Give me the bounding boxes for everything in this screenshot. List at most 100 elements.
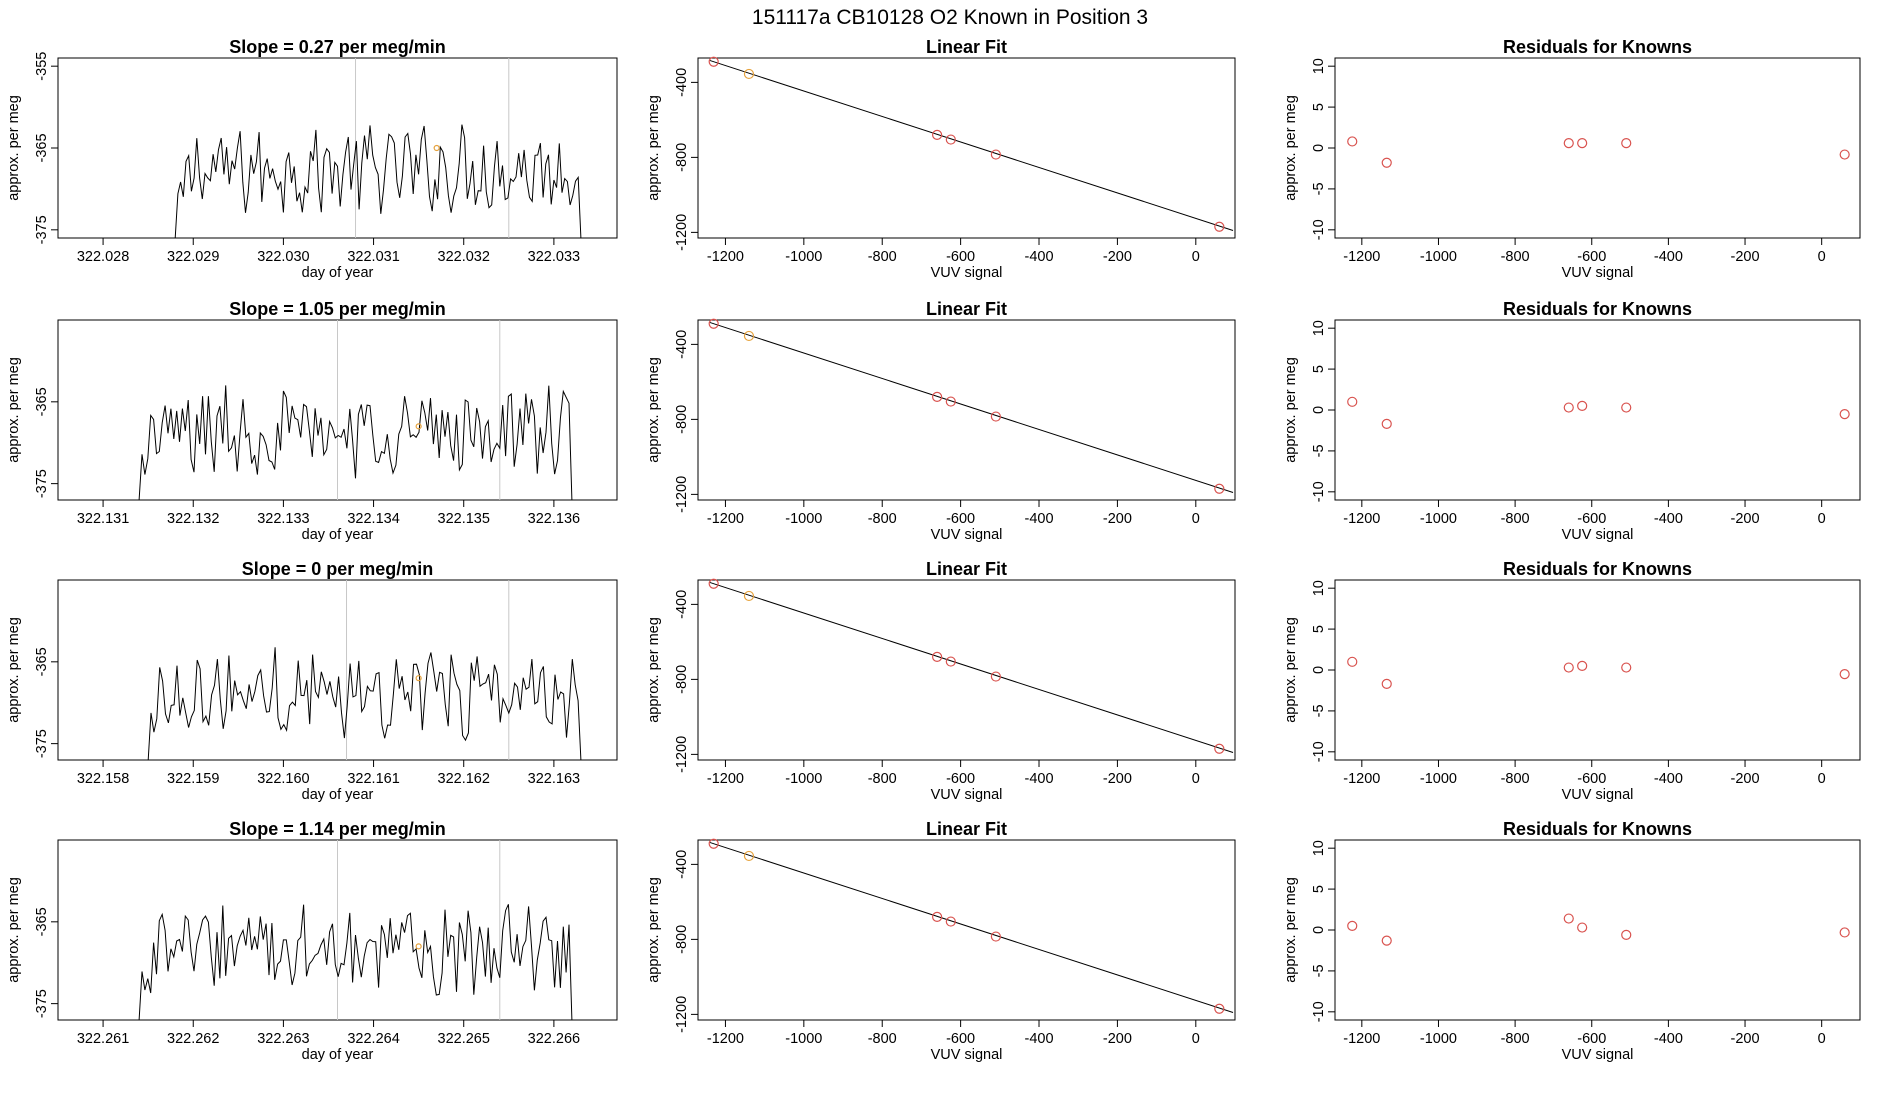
panel-title: Slope = 1.05 per meg/min (229, 299, 446, 319)
x-axis-label: VUV signal (931, 527, 1003, 543)
data-point (1621, 137, 1632, 149)
x-axis-label: day of year (302, 1047, 374, 1063)
x-tick-label: -200 (1103, 511, 1132, 527)
x-tick-label: -1000 (785, 249, 822, 265)
data-point (1839, 149, 1850, 160)
x-tick-label: -600 (1577, 511, 1606, 527)
x-tick-label: -1000 (1420, 249, 1457, 265)
x-tick-label: -400 (1654, 1031, 1683, 1047)
x-tick-label: -1000 (785, 1031, 822, 1047)
x-tick-label: 322.033 (528, 249, 580, 265)
x-tick-label: -1200 (707, 249, 744, 265)
y-tick-label: -355 (34, 52, 50, 81)
y-axis-label: approx. per meg (1283, 617, 1299, 723)
data-point (1214, 743, 1225, 754)
known-marker (415, 943, 422, 950)
data-point (1381, 678, 1392, 690)
y-tick-label: -10 (1311, 219, 1327, 240)
x-tick-label: -400 (1024, 249, 1053, 265)
y-tick-label: -400 (674, 850, 690, 879)
x-tick-label: -800 (868, 511, 897, 527)
y-axis-label: approx. per meg (646, 877, 662, 983)
y-axis-label: approx. per meg (1283, 95, 1299, 201)
panel-10: Slope = 1.14 per meg/min 322.261 322.262 32… (6, 819, 618, 1063)
y-tick-label: -800 (674, 143, 690, 172)
x-axis-label: day of year (302, 527, 374, 543)
x-tick-label: -600 (1577, 771, 1606, 787)
panel-title: Linear Fit (926, 559, 1007, 579)
plot-frame (697, 579, 1236, 761)
x-tick-label: 322.028 (77, 249, 129, 265)
data-point (1563, 913, 1574, 924)
x-tick-label: -800 (1501, 511, 1530, 527)
x-tick-label: 322.261 (77, 1031, 129, 1047)
y-tick-label: -365 (34, 907, 50, 936)
x-tick-label: -1000 (785, 771, 822, 787)
x-tick-label: -600 (946, 511, 975, 527)
data-point (932, 911, 943, 922)
x-tick-label: -200 (1103, 249, 1132, 265)
data-point (1621, 662, 1632, 673)
panel-grid: Slope = 0.27 per meg/min 322.028 322.029 32… (6, 37, 1861, 1063)
series-line (147, 647, 582, 761)
data-point (743, 68, 755, 80)
plot-frame (1334, 579, 1861, 761)
plot-frame (1334, 839, 1861, 1021)
panel-title: Linear Fit (926, 819, 1007, 839)
data-point (1577, 400, 1588, 412)
data-point (1563, 662, 1574, 673)
x-axis-label: VUV signal (1562, 265, 1634, 281)
y-axis-label: approx. per meg (646, 617, 662, 723)
series-line (138, 385, 573, 501)
x-tick-label: -400 (1024, 1031, 1053, 1047)
x-tick-label: 322.158 (77, 771, 129, 787)
plot-frame (697, 839, 1236, 1021)
x-tick-label: 0 (1192, 249, 1200, 265)
data-point (990, 671, 1001, 682)
x-tick-label: 322.132 (167, 511, 219, 527)
data-point (1839, 668, 1850, 680)
x-tick-label: -200 (1103, 1031, 1132, 1047)
x-tick-label: -200 (1731, 249, 1760, 265)
x-tick-label: -600 (1577, 1031, 1606, 1047)
y-tick-label: -365 (34, 387, 50, 416)
y-tick-label: -5 (1311, 704, 1327, 717)
y-tick-label: -800 (674, 405, 690, 434)
y-tick-label: 5 (1311, 885, 1327, 893)
panel-2: Linear Fit -1200 -1000 -800 -600 -400 -200 0 -40… (646, 37, 1236, 281)
x-tick-label: 322.032 (438, 249, 490, 265)
y-tick-label: -375 (34, 989, 50, 1018)
data-point (1563, 137, 1574, 149)
panel-title: Residuals for Knowns (1503, 37, 1692, 57)
x-tick-label: -1200 (1343, 771, 1380, 787)
x-tick-label: 322.160 (257, 771, 309, 787)
panel-7: Slope = 0 per meg/min 322.158 322.159 322.1… (6, 559, 618, 803)
x-tick-label: 322.264 (347, 1031, 399, 1047)
y-tick-label: -1200 (674, 996, 690, 1033)
x-tick-label: 322.134 (347, 511, 399, 527)
plot-frame (1334, 319, 1861, 501)
fit-line (709, 321, 1234, 493)
x-tick-label: -400 (1024, 511, 1053, 527)
x-tick-label: 322.030 (257, 249, 309, 265)
y-tick-label: 0 (1311, 666, 1327, 674)
x-tick-label: -800 (868, 249, 897, 265)
y-tick-label: -1200 (674, 214, 690, 251)
data-point (708, 318, 719, 329)
fit-line (709, 841, 1234, 1013)
series-line (174, 124, 582, 239)
x-tick-label: 0 (1818, 771, 1826, 787)
data-point (990, 411, 1001, 422)
y-tick-label: -365 (34, 133, 50, 162)
data-point (1381, 157, 1392, 168)
data-point (1577, 137, 1588, 149)
panel-9: Residuals for Knowns-1200 -1000 -800 -600 -4… (1283, 559, 1861, 803)
y-axis-label: approx. per meg (6, 617, 22, 723)
x-tick-label: 322.159 (167, 771, 219, 787)
data-point (708, 578, 719, 589)
x-tick-label: -200 (1731, 771, 1760, 787)
y-tick-label: 5 (1311, 625, 1327, 633)
x-axis-label: VUV signal (931, 787, 1003, 803)
fit-line (709, 59, 1234, 231)
x-tick-label: -200 (1103, 771, 1132, 787)
